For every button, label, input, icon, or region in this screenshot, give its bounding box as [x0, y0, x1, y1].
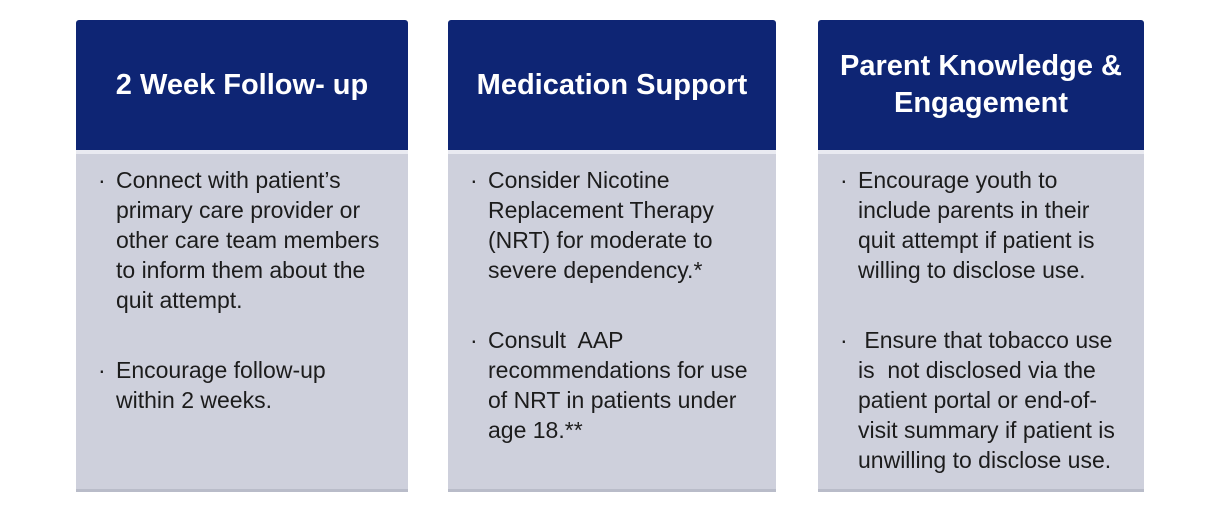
card-2-week-follow-up: 2 Week Follow- up · Connect with patient… [76, 20, 408, 492]
card-title: 2 Week Follow- up [115, 68, 369, 101]
card-body: · Connect with patient’s primary care pr… [76, 150, 408, 492]
bullet-text: Ensure that tobacco use is not disclosed… [858, 327, 1122, 473]
bullet-dot-icon: · [98, 167, 106, 193]
bullet-item: · Encourage youth to include parents in … [840, 165, 1130, 285]
bullet-text: Connect with patient’s primary care prov… [116, 167, 386, 313]
card-title: Parent Knowledge & Engagement [840, 50, 1122, 119]
bullet-text: Encourage follow-up within 2 weeks. [116, 357, 333, 413]
card-body: · Encourage youth to include parents in … [818, 150, 1144, 492]
bullet-dot-icon: · [470, 167, 478, 193]
bullet-item: · Consider Nicotine Replacement Therapy … [470, 165, 762, 285]
bullet-dot-icon: · [840, 327, 848, 353]
bullet-item: · Connect with patient’s primary care pr… [98, 165, 394, 315]
bullet-item: · Ensure that tobacco use is not disclos… [840, 325, 1130, 475]
card-body: · Consider Nicotine Replacement Therapy … [448, 150, 776, 492]
card-header: Parent Knowledge & Engagement [818, 20, 1144, 150]
bullet-text: Encourage youth to include parents in th… [858, 167, 1101, 283]
bullet-item: · Encourage follow-up within 2 weeks. [98, 355, 394, 415]
card-title: Medication Support [476, 68, 748, 101]
bullet-item: · Consult AAP recommendations for use of… [470, 325, 762, 445]
bullet-dot-icon: · [98, 357, 106, 383]
card-header: Medication Support [448, 20, 776, 150]
bullet-dot-icon: · [470, 327, 478, 353]
bullet-text: Consult AAP recommendations for use of N… [488, 327, 754, 443]
bullet-text: Consider Nicotine Replacement Therapy (N… [488, 167, 721, 283]
card-parent-knowledge-engagement: Parent Knowledge & Engagement · Encourag… [818, 20, 1144, 492]
bullet-dot-icon: · [840, 167, 848, 193]
card-header: 2 Week Follow- up [76, 20, 408, 150]
card-medication-support: Medication Support · Consider Nicotine R… [448, 20, 776, 492]
